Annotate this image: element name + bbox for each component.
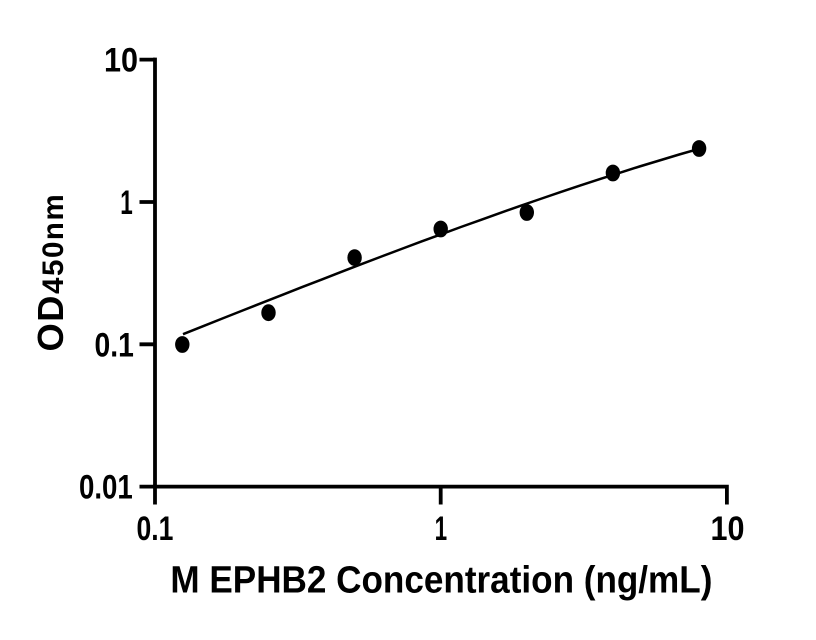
svg-text:0.01: 0.01 [79, 469, 133, 507]
svg-text:0.1: 0.1 [136, 510, 173, 548]
svg-text:10: 10 [104, 42, 138, 80]
svg-text:1: 1 [435, 510, 448, 548]
svg-text:1: 1 [120, 184, 133, 222]
svg-text:10: 10 [711, 510, 745, 548]
svg-text:M EPHB2 Concentration (ng/mL): M EPHB2 Concentration (ng/mL) [170, 559, 712, 602]
svg-text:0.1: 0.1 [95, 327, 134, 365]
svg-text:OD450nm: OD450nm [30, 193, 71, 352]
